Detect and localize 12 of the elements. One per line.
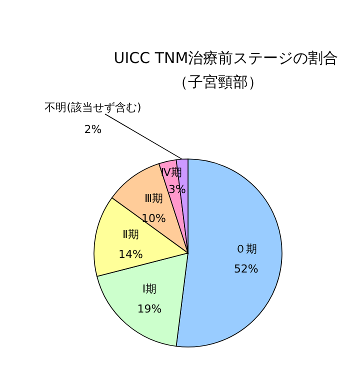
data-label: 52%	[234, 262, 258, 276]
slice-label: Ⅰ期	[142, 282, 157, 296]
chart-subtitle: （子宮頸部）	[173, 73, 263, 91]
slice-label: Ⅲ期	[144, 192, 164, 205]
data-label: 10%	[142, 212, 166, 225]
data-label: 19%	[137, 302, 162, 316]
data-label: 2%	[84, 123, 102, 136]
slice-label: ０期	[235, 242, 258, 256]
slice-label: 不明(該当せず含む)	[44, 101, 142, 114]
chart-title: UICC TNM治療前ステージの割合	[114, 49, 338, 67]
slice-label: Ⅱ期	[122, 228, 139, 242]
data-label: 14%	[118, 248, 143, 262]
